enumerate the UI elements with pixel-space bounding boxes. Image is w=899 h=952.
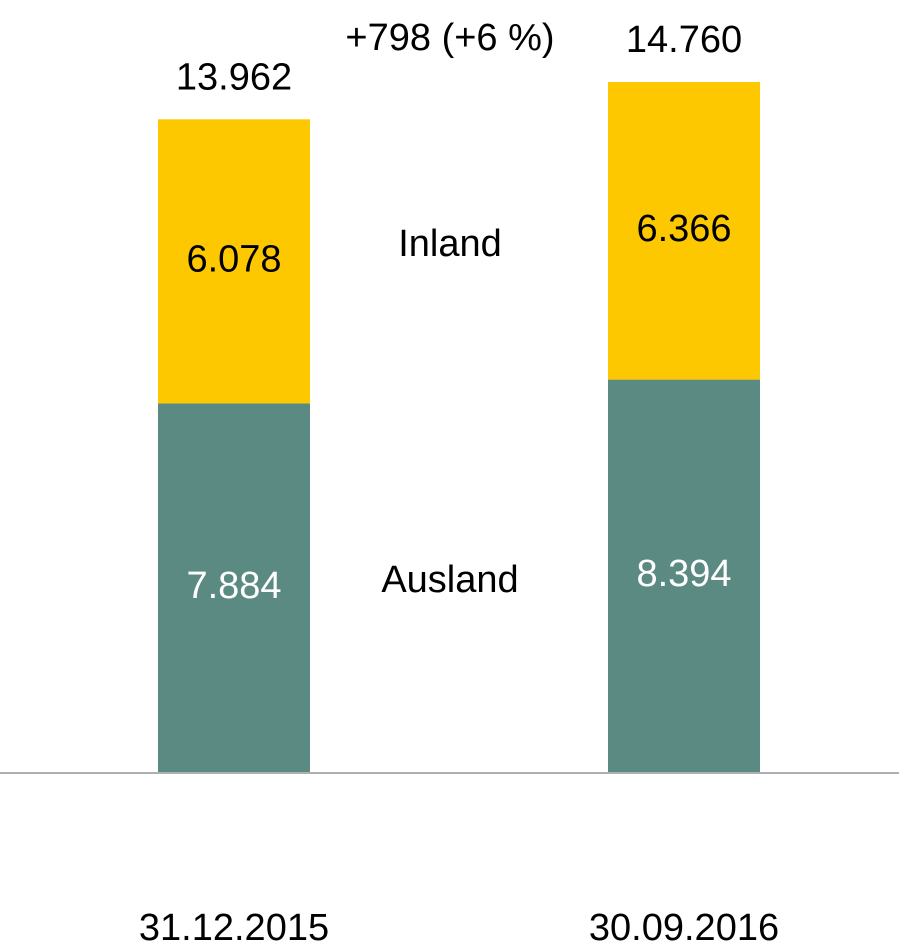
x-tick-label: 30.09.2016 — [589, 907, 779, 949]
value-label: 7.884 — [186, 565, 281, 607]
bar-segment — [158, 403, 310, 772]
bar-segment — [158, 119, 310, 404]
value-label: 6.366 — [636, 208, 731, 250]
bar-segment — [608, 379, 760, 772]
annotation: +798 (+6 %) — [345, 17, 554, 59]
value-label: 8.394 — [636, 553, 731, 595]
x-tick-label: 31.12.2015 — [139, 907, 329, 949]
bar-segment — [608, 82, 760, 380]
series-label: Inland — [398, 223, 502, 265]
value-label: 6.078 — [186, 238, 281, 280]
total-label: 13.962 — [176, 56, 292, 98]
series-label: Ausland — [381, 559, 518, 601]
total-label: 14.760 — [626, 19, 742, 61]
